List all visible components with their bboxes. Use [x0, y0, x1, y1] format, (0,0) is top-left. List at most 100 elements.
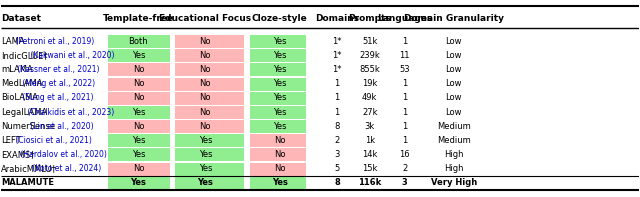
- Text: Low: Low: [445, 37, 462, 46]
- Text: (Kassner et al., 2021): (Kassner et al., 2021): [15, 65, 100, 74]
- Text: NumerSense: NumerSense: [1, 122, 56, 131]
- Text: Low: Low: [445, 79, 462, 88]
- FancyBboxPatch shape: [175, 63, 244, 76]
- FancyBboxPatch shape: [250, 92, 306, 105]
- Text: mLAMA: mLAMA: [1, 65, 33, 74]
- Text: Languages: Languages: [377, 14, 433, 23]
- Text: No: No: [200, 51, 211, 60]
- Text: No: No: [132, 93, 144, 102]
- Text: No: No: [200, 108, 211, 117]
- Text: (Koto et al., 2024): (Koto et al., 2024): [30, 164, 101, 173]
- Text: 2: 2: [335, 136, 340, 145]
- Text: Yes: Yes: [273, 122, 287, 131]
- Text: 1: 1: [402, 37, 408, 46]
- Text: Very High: Very High: [431, 178, 477, 188]
- Text: 8: 8: [335, 122, 340, 131]
- Text: ArabicMMLU†: ArabicMMLU†: [1, 164, 57, 173]
- FancyBboxPatch shape: [108, 177, 170, 190]
- Text: MALAMUTE: MALAMUTE: [1, 178, 54, 188]
- Text: No: No: [132, 122, 144, 131]
- FancyBboxPatch shape: [108, 148, 170, 161]
- Text: 116k: 116k: [358, 178, 381, 188]
- Text: 53: 53: [399, 65, 410, 74]
- Text: Yes: Yes: [273, 79, 287, 88]
- Text: 11: 11: [399, 51, 410, 60]
- Text: No: No: [132, 164, 144, 173]
- Text: 1: 1: [402, 122, 408, 131]
- Text: MedLAMA: MedLAMA: [1, 79, 43, 88]
- FancyBboxPatch shape: [250, 148, 306, 161]
- Text: (Hardalov et al., 2020): (Hardalov et al., 2020): [18, 150, 107, 159]
- Text: 1: 1: [335, 108, 340, 117]
- Text: (Chalkidis et al., 2023): (Chalkidis et al., 2023): [25, 108, 115, 117]
- Text: Domain Granularity: Domain Granularity: [404, 14, 504, 23]
- Text: (Lin et al., 2020): (Lin et al., 2020): [28, 122, 93, 131]
- Text: Medium: Medium: [437, 136, 470, 145]
- Text: 1: 1: [402, 93, 408, 102]
- Text: Yes: Yes: [273, 51, 287, 60]
- Text: No: No: [274, 150, 285, 159]
- Text: Yes: Yes: [273, 37, 287, 46]
- Text: 1*: 1*: [332, 37, 342, 46]
- Text: LEFT: LEFT: [1, 136, 21, 145]
- FancyBboxPatch shape: [250, 134, 306, 147]
- Text: 3: 3: [402, 178, 408, 188]
- Text: LAMA: LAMA: [1, 37, 25, 46]
- Text: Yes: Yes: [131, 178, 147, 188]
- Text: Yes: Yes: [132, 51, 145, 60]
- Text: Yes: Yes: [197, 178, 213, 188]
- Text: No: No: [200, 65, 211, 74]
- Text: No: No: [200, 93, 211, 102]
- FancyBboxPatch shape: [250, 63, 306, 76]
- Text: IndicGLUE†: IndicGLUE†: [1, 51, 48, 60]
- Text: Yes: Yes: [132, 108, 145, 117]
- Text: (Petroni et al., 2019): (Petroni et al., 2019): [13, 37, 94, 46]
- Text: Cloze-style: Cloze-style: [252, 14, 308, 23]
- Text: Yes: Yes: [273, 93, 287, 102]
- FancyBboxPatch shape: [108, 134, 170, 147]
- Text: 1: 1: [335, 93, 340, 102]
- FancyBboxPatch shape: [250, 77, 306, 91]
- Text: 1: 1: [335, 79, 340, 88]
- Text: 16: 16: [399, 150, 410, 159]
- Text: Yes: Yes: [198, 150, 212, 159]
- Text: 1*: 1*: [332, 51, 342, 60]
- FancyBboxPatch shape: [250, 35, 306, 48]
- Text: LegalLAMA: LegalLAMA: [1, 108, 47, 117]
- Text: Template-free: Template-free: [103, 14, 174, 23]
- Text: (Sung et al., 2021): (Sung et al., 2021): [20, 93, 93, 102]
- Text: 1: 1: [402, 136, 408, 145]
- Text: 1: 1: [402, 79, 408, 88]
- Text: 1: 1: [402, 108, 408, 117]
- Text: Low: Low: [445, 93, 462, 102]
- FancyBboxPatch shape: [250, 177, 306, 190]
- Text: 1*: 1*: [332, 65, 342, 74]
- FancyBboxPatch shape: [108, 49, 170, 62]
- Text: Prompts: Prompts: [348, 14, 391, 23]
- Text: High: High: [444, 164, 463, 173]
- Text: 27k: 27k: [362, 108, 378, 117]
- FancyBboxPatch shape: [175, 120, 244, 133]
- FancyBboxPatch shape: [108, 35, 170, 48]
- Text: Low: Low: [445, 65, 462, 74]
- Text: Yes: Yes: [132, 150, 145, 159]
- Text: 1k: 1k: [365, 136, 375, 145]
- Text: 19k: 19k: [362, 79, 378, 88]
- Text: BioLAMA: BioLAMA: [1, 93, 38, 102]
- Text: No: No: [200, 79, 211, 88]
- Text: 3: 3: [335, 150, 340, 159]
- FancyBboxPatch shape: [108, 63, 170, 76]
- Text: Low: Low: [445, 108, 462, 117]
- Text: 8: 8: [334, 178, 340, 188]
- Text: High: High: [444, 150, 463, 159]
- Text: Dataset: Dataset: [1, 14, 42, 23]
- FancyBboxPatch shape: [175, 134, 244, 147]
- Text: Educational Focus: Educational Focus: [159, 14, 252, 23]
- FancyBboxPatch shape: [250, 120, 306, 133]
- Text: 239k: 239k: [359, 51, 380, 60]
- Text: No: No: [274, 136, 285, 145]
- Text: No: No: [132, 79, 144, 88]
- FancyBboxPatch shape: [175, 77, 244, 91]
- FancyBboxPatch shape: [175, 49, 244, 62]
- Text: EXAMS†: EXAMS†: [1, 150, 35, 159]
